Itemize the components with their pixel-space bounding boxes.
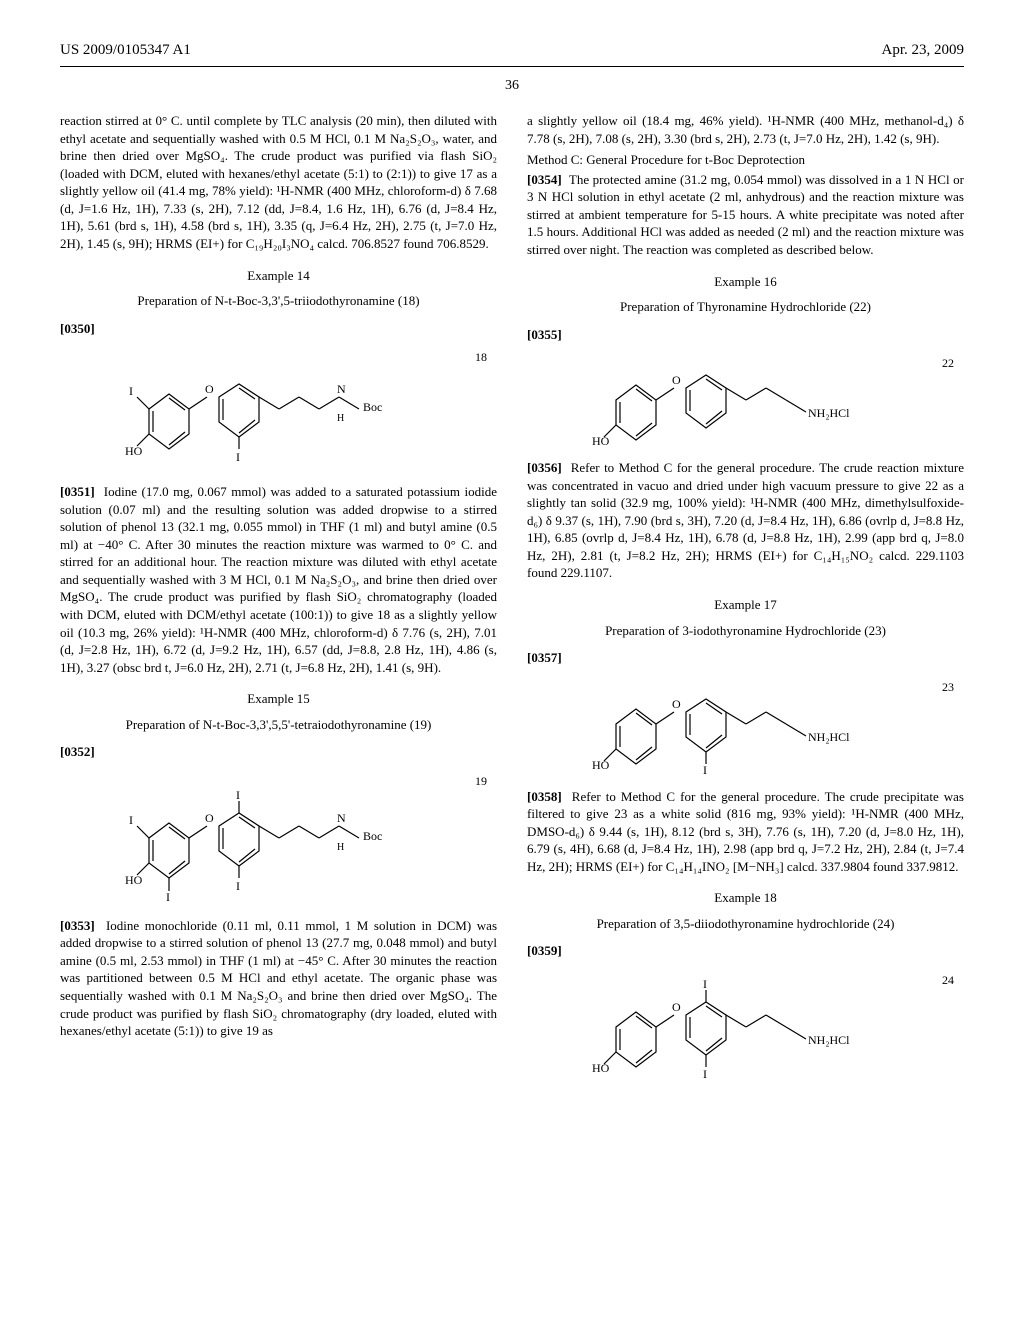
- page-header: US 2009/0105347 A1 Apr. 23, 2009: [60, 40, 964, 67]
- svg-text:O: O: [672, 697, 681, 711]
- structure-24-svg: HO O I I NH₂HCl: [586, 972, 906, 1082]
- page-number: 36: [60, 77, 964, 96]
- example-18-title: Preparation of 3,5-diiodothyronamine hyd…: [527, 915, 964, 933]
- structure-22-svg: HO O NH₂HCl: [586, 355, 906, 445]
- svg-text:I: I: [703, 1067, 707, 1081]
- para-0354: [0354] The protected amine (31.2 mg, 0.0…: [527, 171, 964, 259]
- svg-text:Boc: Boc: [363, 400, 382, 414]
- continuation-paragraph: reaction stirred at 0° C. until complete…: [60, 112, 497, 252]
- method-c-heading: Method C: General Procedure for t-Boc De…: [527, 151, 964, 169]
- svg-text:O: O: [672, 373, 681, 387]
- svg-text:HO: HO: [125, 873, 143, 887]
- compound-23-label: 23: [942, 679, 954, 695]
- svg-text:I: I: [703, 977, 707, 991]
- svg-text:NH₂HCl: NH₂HCl: [808, 406, 850, 420]
- compound-19-label: 19: [475, 773, 487, 789]
- example-15-heading: Example 15: [60, 690, 497, 708]
- svg-text:N: N: [337, 811, 346, 825]
- svg-text:NH₂HCl: NH₂HCl: [808, 1033, 850, 1047]
- svg-text:Boc: Boc: [363, 829, 382, 843]
- example-16-heading: Example 16: [527, 273, 964, 291]
- structure-24: 24: [527, 972, 964, 1082]
- left-column: reaction stirred at 0° C. until complete…: [60, 112, 497, 1096]
- svg-text:HO: HO: [592, 758, 610, 772]
- example-14-heading: Example 14: [60, 267, 497, 285]
- structure-23-svg: HO O I NH₂HCl: [586, 679, 906, 774]
- para-0353: [0353] Iodine monochloride (0.11 ml, 0.1…: [60, 917, 497, 1040]
- right-column: a slightly yellow oil (18.4 mg, 46% yiel…: [527, 112, 964, 1096]
- svg-text:I: I: [703, 763, 707, 774]
- compound-22-label: 22: [942, 355, 954, 371]
- example-18-heading: Example 18: [527, 889, 964, 907]
- para-0355: [0355]: [527, 326, 964, 344]
- svg-text:O: O: [205, 382, 214, 396]
- svg-text:I: I: [166, 890, 170, 903]
- svg-text:HO: HO: [592, 1061, 610, 1075]
- compound-18-label: 18: [475, 349, 487, 365]
- svg-text:I: I: [129, 384, 133, 398]
- example-17-heading: Example 17: [527, 596, 964, 614]
- para-0351: [0351] Iodine (17.0 mg, 0.067 mmol) was …: [60, 483, 497, 676]
- svg-text:O: O: [205, 811, 214, 825]
- svg-text:NH₂HCl: NH₂HCl: [808, 730, 850, 744]
- structure-18-svg: I HO O I N H Boc: [119, 349, 439, 469]
- svg-text:H: H: [337, 413, 344, 424]
- publication-date: Apr. 23, 2009: [882, 40, 965, 60]
- para-0350: [0350]: [60, 320, 497, 338]
- example-16-title: Preparation of Thyronamine Hydrochloride…: [527, 298, 964, 316]
- svg-text:I: I: [236, 879, 240, 893]
- para-0352: [0352]: [60, 743, 497, 761]
- svg-text:H: H: [337, 842, 344, 853]
- continuation-paragraph-right: a slightly yellow oil (18.4 mg, 46% yiel…: [527, 112, 964, 147]
- two-column-layout: reaction stirred at 0° C. until complete…: [60, 112, 964, 1096]
- para-0356: [0356] Refer to Method C for the general…: [527, 459, 964, 582]
- svg-text:I: I: [236, 788, 240, 802]
- svg-text:I: I: [236, 450, 240, 464]
- svg-text:HO: HO: [125, 444, 143, 458]
- example-15-title: Preparation of N-t-Boc-3,3',5,5'-tetraio…: [60, 716, 497, 734]
- structure-18: 18: [60, 349, 497, 469]
- structure-23: 23: [527, 679, 964, 774]
- structure-19: 19: [60, 773, 497, 903]
- para-0359: [0359]: [527, 942, 964, 960]
- para-0358: [0358] Refer to Method C for the general…: [527, 788, 964, 876]
- svg-text:O: O: [672, 1000, 681, 1014]
- svg-text:N: N: [337, 382, 346, 396]
- structure-22: 22 HO: [527, 355, 964, 445]
- para-0357: [0357]: [527, 649, 964, 667]
- compound-24-label: 24: [942, 972, 954, 988]
- structure-19-svg: I HO I O I I N H Boc: [119, 773, 439, 903]
- svg-text:HO: HO: [592, 434, 610, 445]
- example-14-title: Preparation of N-t-Boc-3,3',5-triiodothy…: [60, 292, 497, 310]
- example-17-title: Preparation of 3-iodothyronamine Hydroch…: [527, 622, 964, 640]
- publication-number: US 2009/0105347 A1: [60, 40, 191, 60]
- svg-text:I: I: [129, 813, 133, 827]
